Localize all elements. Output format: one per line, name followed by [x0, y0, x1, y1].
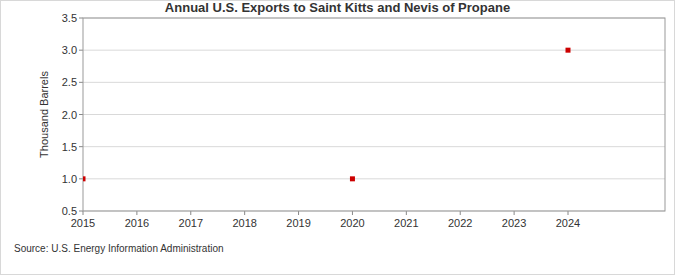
x-tick — [514, 211, 515, 215]
y-tick-label: 0.5 — [62, 205, 77, 217]
chart: Annual U.S. Exports to Saint Kitts and N… — [0, 0, 675, 275]
y-tick — [79, 114, 83, 115]
x-tick-label: 2015 — [71, 217, 95, 229]
y-tick-label: 1.0 — [62, 173, 77, 185]
x-tick — [136, 211, 137, 215]
grid-line — [83, 146, 665, 147]
y-tick-label: 2.0 — [62, 109, 77, 121]
y-tick — [79, 18, 83, 19]
grid-line — [83, 50, 665, 51]
y-tick — [79, 146, 83, 147]
y-tick — [79, 178, 83, 179]
plot-frame — [83, 18, 665, 211]
point — [566, 48, 571, 53]
point — [350, 176, 355, 181]
x-tick-label: 2017 — [179, 217, 203, 229]
y-tick-label: 1.5 — [62, 141, 77, 153]
y-tick — [79, 211, 83, 212]
background — [1, 1, 675, 275]
y-tick-label: 2.5 — [62, 76, 77, 88]
points — [83, 48, 571, 182]
grid-line — [83, 178, 665, 179]
x-tick-label: 2022 — [448, 217, 472, 229]
x-tick-label: 2021 — [394, 217, 418, 229]
x-tick — [352, 211, 353, 215]
y-axis-label: Thousand Barrels — [38, 71, 50, 158]
x-tick — [460, 211, 461, 215]
x-tick-label: 2016 — [125, 217, 149, 229]
x-tick-label: 2024 — [556, 217, 580, 229]
title: Annual U.S. Exports to Saint Kitts and N… — [165, 0, 510, 15]
y-tick — [79, 82, 83, 83]
grid-line — [83, 114, 665, 115]
x-tick-label: 2019 — [286, 217, 310, 229]
source: Source: U.S. Energy Information Administ… — [14, 243, 224, 254]
x-tick — [568, 211, 569, 215]
x-tick — [190, 211, 191, 215]
y-tick — [79, 50, 83, 51]
y-tick-label: 3.0 — [62, 44, 77, 56]
x-tick — [244, 211, 245, 215]
x-tick-label: 2018 — [232, 217, 256, 229]
x-tick — [406, 211, 407, 215]
y-tick-label: 3.5 — [62, 12, 77, 24]
x-tick — [298, 211, 299, 215]
grid-line — [83, 82, 665, 83]
x-tick — [83, 211, 84, 215]
x-tick-label: 2023 — [502, 217, 526, 229]
x-tick-label: 2020 — [340, 217, 364, 229]
point — [83, 176, 86, 181]
